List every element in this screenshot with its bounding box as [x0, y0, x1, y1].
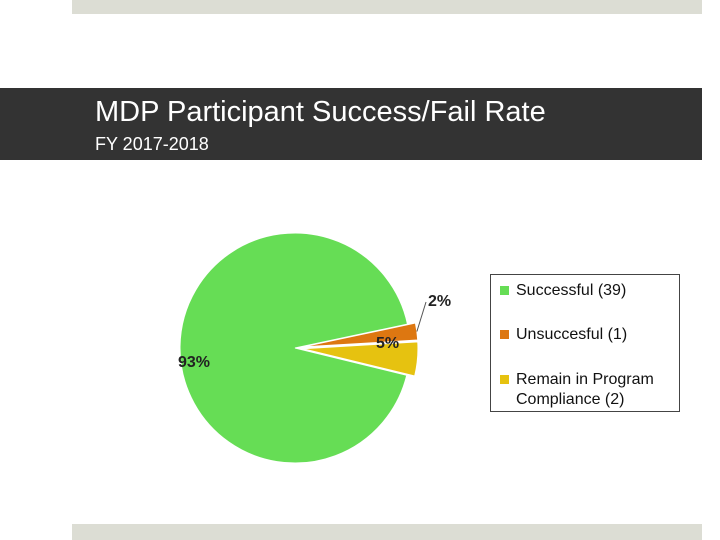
- legend-swatch-successful: [500, 286, 509, 295]
- page-title: MDP Participant Success/Fail Rate: [95, 96, 546, 128]
- legend-label-successful: Successful (39): [516, 282, 627, 299]
- leader-line-unsuccessful: [416, 301, 427, 332]
- title-band: MDP Participant Success/Fail Rate FY 201…: [0, 88, 702, 160]
- legend-swatch-unsuccessful: [500, 330, 509, 339]
- pie-slice-successful: [179, 232, 409, 464]
- legend-swatch-remain-in-compliance: [500, 375, 509, 384]
- bottom-decorative-strip: [72, 524, 702, 540]
- top-decorative-strip: [72, 0, 702, 14]
- page-subtitle: FY 2017-2018: [95, 134, 209, 154]
- legend-label-remain-in-compliance: Remain in Program Compliance (2): [516, 371, 654, 408]
- chart-legend: Successful (39) Unsuccesful (1) Remain i…: [490, 274, 680, 412]
- pie-slice-remain-in-compliance: [302, 341, 419, 377]
- legend-label-unsuccessful: Unsuccesful (1): [516, 326, 628, 343]
- data-label-unsuccessful: 2%: [428, 293, 451, 310]
- data-label-successful: 93%: [178, 354, 210, 371]
- data-label-remain-in-compliance: 5%: [376, 335, 399, 352]
